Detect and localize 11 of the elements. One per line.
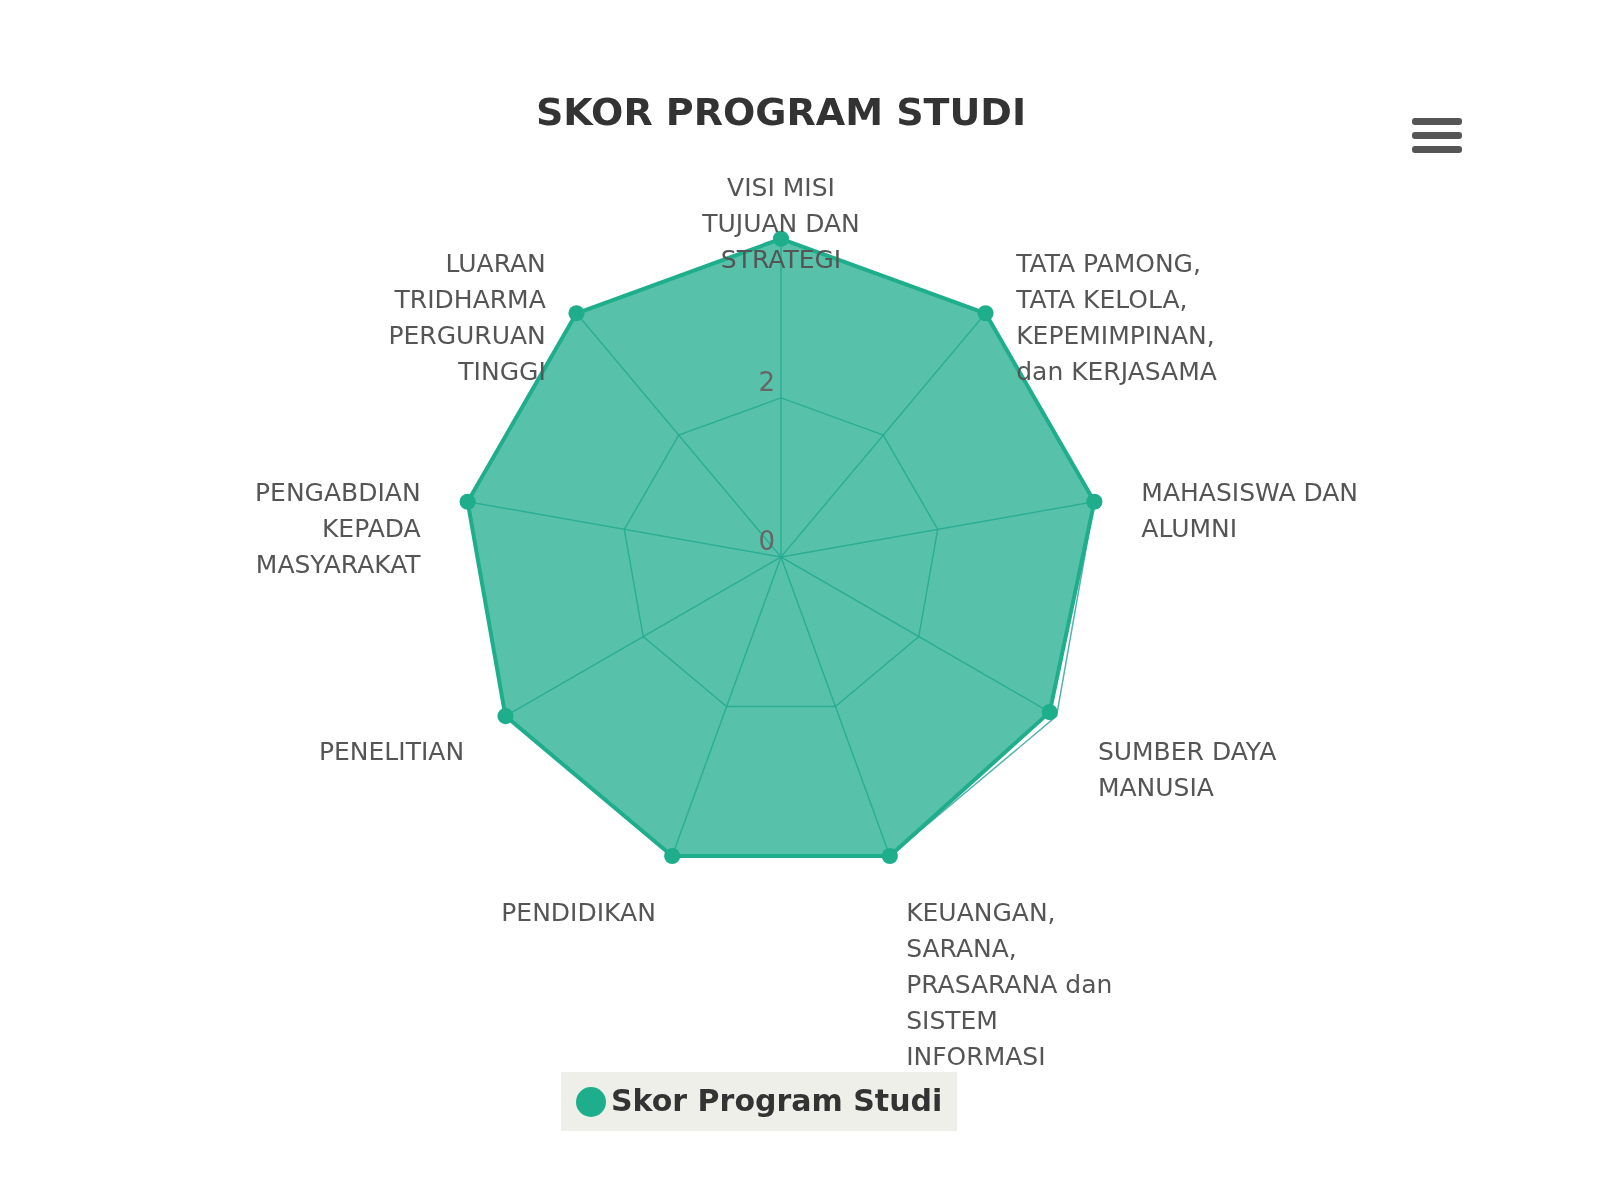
chart-title: SKOR PROGRAM STUDI <box>535 90 1027 134</box>
spoke-label: SUMBER DAYA MANUSIA <box>1097 736 1277 802</box>
y-tick-label: 0 <box>758 526 775 556</box>
spoke-label: KEUANGAN, SARANA, PRASARANA dan SISTEM INFORMASI <box>906 897 1113 1071</box>
spoke-label: PENGABDIAN KEPADA MASYARAKAT <box>255 478 422 580</box>
spoke-label: MAHASISWA DAN ALUMNI <box>1141 478 1359 544</box>
spoke-label: PENELITIAN <box>318 736 465 766</box>
legend-label: Skor Program Studi <box>611 1083 943 1118</box>
spoke-label: PENDIDIKAN <box>501 897 656 927</box>
y-tick-label: 2 <box>758 366 775 397</box>
spoke-label: VISI MISI TUJUAN DAN STRATEGI <box>701 172 860 274</box>
